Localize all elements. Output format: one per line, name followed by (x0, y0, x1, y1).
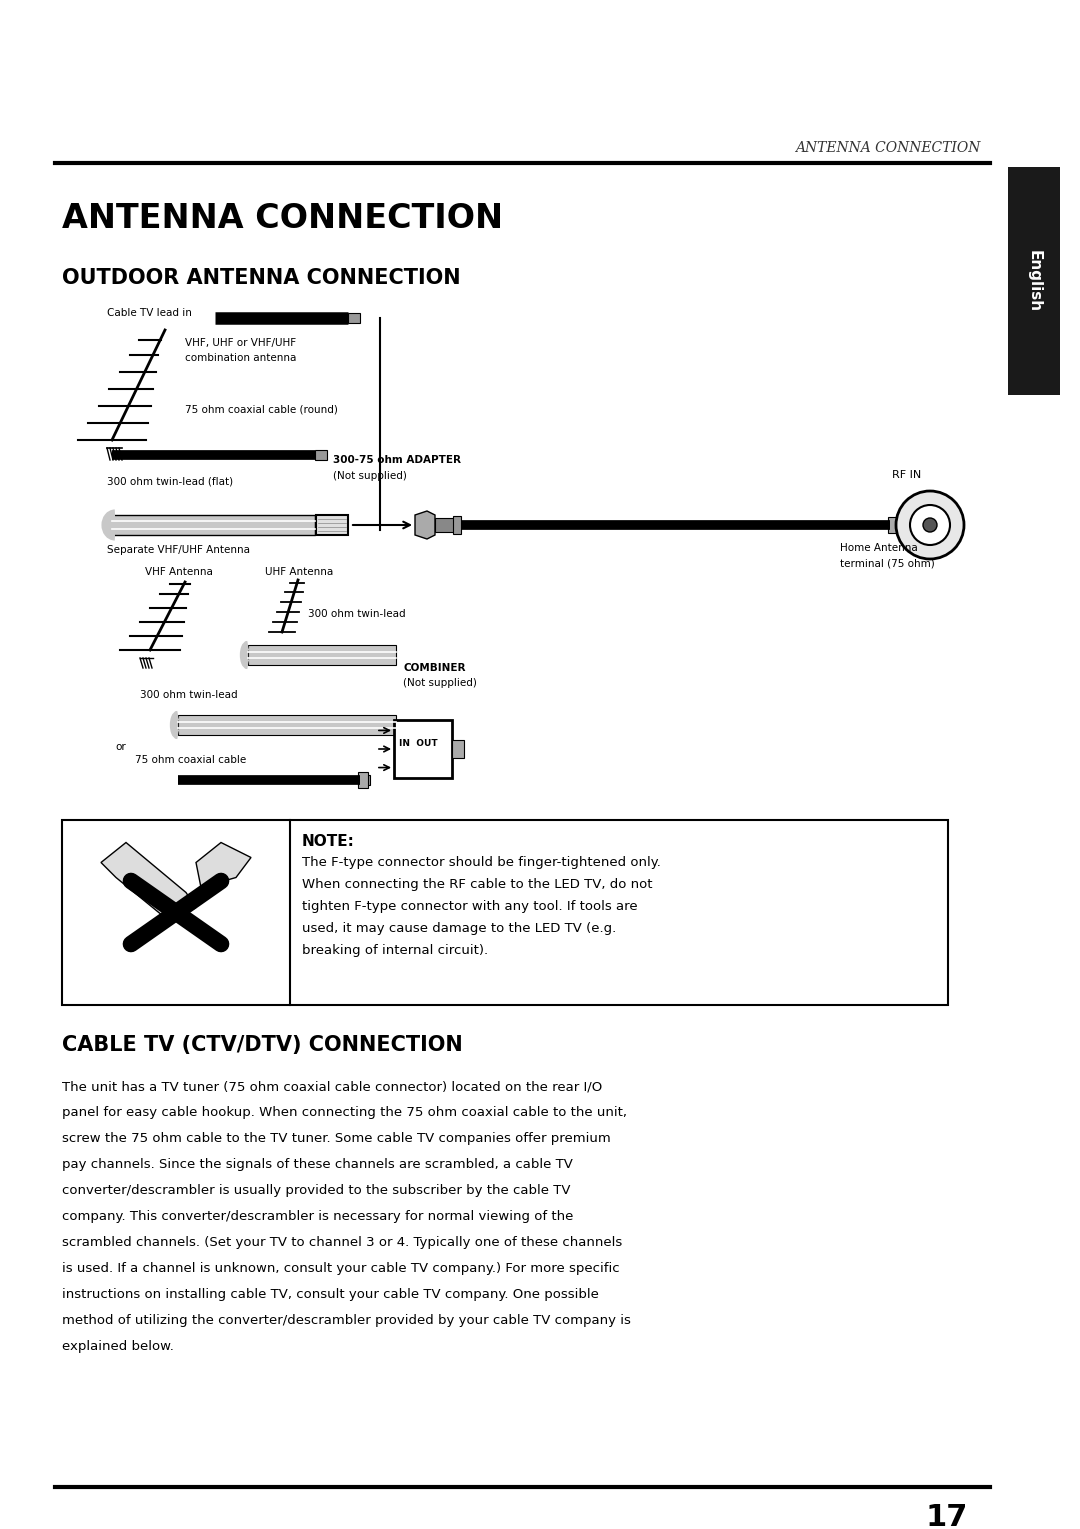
Text: IN  OUT: IN OUT (399, 739, 437, 748)
Text: pay channels. Since the signals of these channels are scrambled, a cable TV: pay channels. Since the signals of these… (62, 1157, 572, 1171)
Text: 17: 17 (926, 1503, 968, 1529)
Text: The F-type connector should be finger-tightened only.: The F-type connector should be finger-ti… (302, 856, 661, 868)
Text: explained below.: explained below. (62, 1339, 174, 1353)
Bar (888, 517, 897, 534)
Text: tighten F-type connector with any tool. If tools are: tighten F-type connector with any tool. … (302, 901, 637, 913)
Bar (62, 820, 948, 1005)
Polygon shape (102, 842, 195, 922)
Text: VHF, UHF or VHF/UHF: VHF, UHF or VHF/UHF (185, 338, 296, 349)
Bar (357, 775, 370, 784)
Text: NOTE:: NOTE: (302, 833, 355, 849)
Text: used, it may cause damage to the LED TV (e.g.: used, it may cause damage to the LED TV … (302, 922, 617, 936)
Text: instructions on installing cable TV, consult your cable TV company. One possible: instructions on installing cable TV, con… (62, 1287, 599, 1301)
Text: 300 ohm twin-lead (flat): 300 ohm twin-lead (flat) (107, 477, 233, 488)
Bar (394, 720, 453, 778)
Text: UHF Antenna: UHF Antenna (265, 567, 334, 576)
Circle shape (896, 491, 964, 560)
Bar (178, 716, 396, 735)
Text: ANTENNA CONNECTION: ANTENNA CONNECTION (62, 202, 503, 234)
Text: 300-75 ohm ADAPTER: 300-75 ohm ADAPTER (333, 456, 461, 465)
Text: English: English (1026, 249, 1041, 312)
Bar (248, 645, 396, 665)
Text: (Not supplied): (Not supplied) (333, 471, 407, 482)
Text: is used. If a channel is unknown, consult your cable TV company.) For more speci: is used. If a channel is unknown, consul… (62, 1261, 620, 1275)
Text: COMBINER: COMBINER (403, 664, 465, 673)
Text: 75 ohm coaxial cable: 75 ohm coaxial cable (135, 755, 246, 764)
Text: scrambled channels. (Set your TV to channel 3 or 4. Typically one of these chann: scrambled channels. (Set your TV to chan… (62, 1235, 622, 1249)
Bar (315, 450, 327, 460)
Bar (316, 515, 348, 535)
Text: 300 ohm twin-lead: 300 ohm twin-lead (308, 609, 406, 619)
Circle shape (923, 518, 937, 532)
Bar (435, 518, 455, 532)
Bar (107, 515, 315, 535)
Bar (1008, 167, 1059, 394)
Text: CABLE TV (CTV/DTV) CONNECTION: CABLE TV (CTV/DTV) CONNECTION (62, 1035, 462, 1055)
Text: The unit has a TV tuner (75 ohm coaxial cable connector) located on the rear I/O: The unit has a TV tuner (75 ohm coaxial … (62, 1079, 603, 1093)
Text: Cable TV lead in: Cable TV lead in (107, 307, 192, 318)
Bar (348, 313, 360, 323)
Text: ANTENNA CONNECTION: ANTENNA CONNECTION (795, 141, 980, 154)
Text: combination antenna: combination antenna (185, 353, 296, 362)
Text: 75 ohm coaxial cable (round): 75 ohm coaxial cable (round) (185, 405, 338, 414)
Text: Home Antenna: Home Antenna (840, 543, 918, 553)
Bar (453, 515, 461, 534)
Text: or: or (114, 742, 125, 752)
Text: VHF Antenna: VHF Antenna (145, 567, 213, 576)
Text: RF IN: RF IN (892, 469, 921, 480)
Polygon shape (195, 842, 251, 887)
Text: panel for easy cable hookup. When connecting the 75 ohm coaxial cable to the uni: panel for easy cable hookup. When connec… (62, 1105, 627, 1119)
Circle shape (910, 505, 950, 544)
Text: company. This converter/descrambler is necessary for normal viewing of the: company. This converter/descrambler is n… (62, 1209, 573, 1223)
Text: OUTDOOR ANTENNA CONNECTION: OUTDOOR ANTENNA CONNECTION (62, 268, 461, 287)
Text: 300 ohm twin-lead: 300 ohm twin-lead (140, 690, 238, 700)
Bar (357, 772, 368, 787)
Text: breaking of internal circuit).: breaking of internal circuit). (302, 943, 488, 957)
Text: When connecting the RF cable to the LED TV, do not: When connecting the RF cable to the LED … (302, 878, 652, 891)
Text: screw the 75 ohm cable to the TV tuner. Some cable TV companies offer premium: screw the 75 ohm cable to the TV tuner. … (62, 1131, 611, 1145)
Text: terminal (75 ohm): terminal (75 ohm) (840, 560, 935, 569)
Text: Separate VHF/UHF Antenna: Separate VHF/UHF Antenna (107, 544, 249, 555)
Polygon shape (415, 511, 435, 540)
Bar (453, 740, 464, 758)
Text: converter/descrambler is usually provided to the subscriber by the cable TV: converter/descrambler is usually provide… (62, 1183, 570, 1197)
Text: method of utilizing the converter/descrambler provided by your cable TV company : method of utilizing the converter/descra… (62, 1313, 631, 1327)
Text: (Not supplied): (Not supplied) (403, 677, 477, 688)
